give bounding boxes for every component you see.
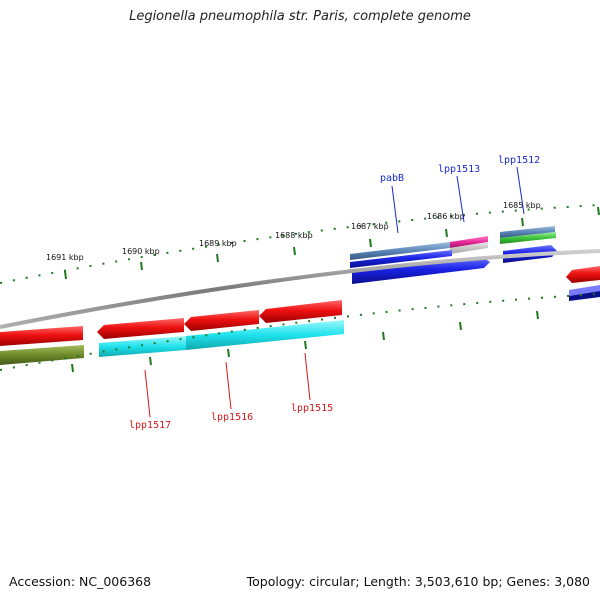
reverse-gene-track (0, 300, 342, 346)
gene-arrow-fwd[interactable] (352, 257, 490, 284)
ruler-label: 1688 kbp (275, 231, 313, 240)
cog-bar-olive (0, 345, 84, 365)
cog-bar-pink (450, 236, 488, 248)
ruler-label: 1690 kbp (122, 247, 160, 256)
forward-gene-labels: pabB lpp1513 lpp1512 (380, 155, 540, 234)
gene-arrow-rev[interactable] (259, 300, 342, 323)
gene-arrow-rev[interactable] (184, 310, 259, 331)
forward-cog-track (350, 226, 556, 260)
gene-arrow-rev[interactable] (566, 266, 600, 283)
leader-line (304, 352, 311, 401)
reverse-cog-track (0, 320, 344, 365)
map-title: Legionella pneumophila str. Paris, compl… (129, 9, 471, 24)
leader-line (391, 185, 399, 234)
leader-line (225, 361, 232, 410)
ruler-label: 1685 kbp (503, 201, 541, 210)
cog-bar-steelblue (350, 242, 450, 260)
gene-arrow-fwd[interactable] (569, 285, 600, 296)
ruler-label: 1687 kbp (351, 222, 389, 231)
gene-arrow-fwd[interactable] (350, 250, 452, 268)
ruler-label: 1686 kbp (427, 212, 465, 221)
ruler-labels: 1691 kbp 1690 kbp 1689 kbp 1688 kbp 1687… (46, 201, 541, 262)
gene-arrow-fwd[interactable] (569, 291, 600, 301)
outer-ring-dots (0, 204, 600, 284)
cog-bar-grey (450, 242, 488, 254)
outer-tick-ring (0, 204, 600, 284)
gene-label[interactable]: lpp1513 (438, 164, 480, 175)
inner-ring-dots (0, 293, 600, 371)
gene-arrow-rev[interactable] (0, 326, 83, 346)
gene-label[interactable]: pabB (380, 173, 404, 184)
accession-text: Accession: NC_006368 (9, 574, 152, 589)
gene-label[interactable]: lpp1515 (291, 403, 333, 414)
genome-backbone (0, 249, 600, 329)
gene-arrow-rev[interactable] (97, 318, 184, 339)
cog-bar-cyan (186, 320, 344, 350)
inner-major-ticks (71, 310, 539, 373)
cog-bar-green (500, 232, 556, 244)
cog-bar-cyan (99, 336, 186, 357)
leader-line (144, 369, 151, 418)
leader-line (456, 175, 465, 223)
gene-label[interactable]: lpp1517 (129, 420, 171, 431)
leader-line (516, 166, 525, 215)
ruler-label: 1691 kbp (46, 253, 84, 262)
gene-label[interactable]: lpp1512 (498, 155, 540, 166)
gene-label[interactable]: lpp1516 (211, 412, 253, 423)
outer-major-ticks (64, 206, 600, 280)
inner-tick-ring (0, 293, 600, 373)
reverse-gene-labels: lpp1517 lpp1516 lpp1515 (129, 352, 333, 431)
ruler-label: 1689 kbp (199, 239, 237, 248)
genome-summary-text: Topology: circular; Length: 3,503,610 bp… (246, 574, 590, 589)
cog-bar-steelblue (500, 226, 555, 238)
